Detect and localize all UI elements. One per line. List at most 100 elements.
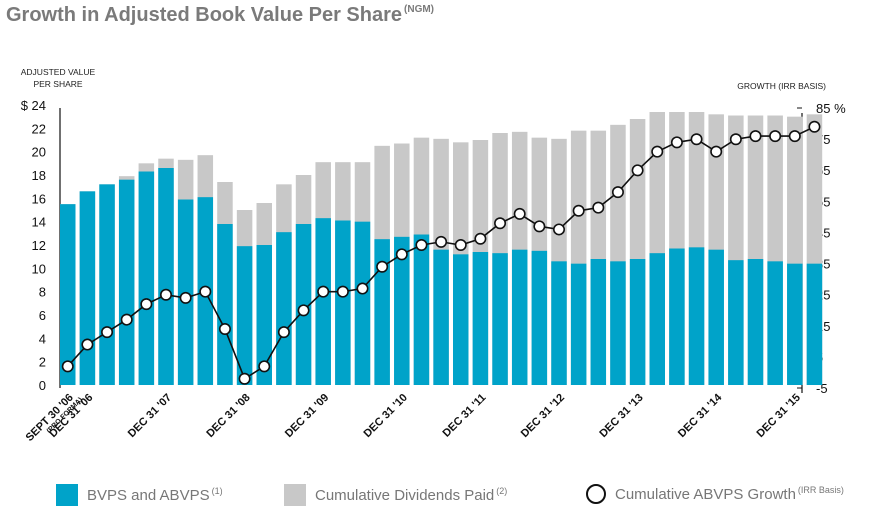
legend-label-bvps: BVPS and ABVPS (1)	[87, 486, 223, 504]
x-tick-label: DEC 31 '13	[597, 392, 645, 440]
growth-point	[238, 372, 251, 385]
growth-point	[690, 133, 703, 146]
bvps-bar	[138, 171, 155, 385]
bvps-bar	[610, 261, 626, 385]
x-tick-label: DEC 31 '12	[519, 392, 567, 440]
bvps-bar	[236, 246, 253, 385]
bvps-bar	[60, 204, 76, 385]
legend-label-growth-text: Cumulative ABVPS Growth	[615, 486, 796, 503]
growth-point	[218, 322, 231, 335]
bvps-bar	[511, 249, 528, 385]
growth-point	[552, 223, 565, 236]
x-tick-label: DEC 31 '08	[204, 392, 252, 440]
bvps-bar	[315, 218, 331, 385]
growth-point	[258, 360, 271, 373]
growth-point	[415, 239, 428, 252]
growth-point	[395, 248, 408, 261]
bvps-bar	[688, 247, 705, 385]
growth-point	[670, 136, 683, 149]
growth-point	[435, 235, 448, 248]
left-tick-label: 20	[32, 145, 46, 160]
bvps-bar	[708, 249, 724, 385]
legend-note-growth: (IRR Basis)	[797, 485, 844, 495]
legend-swatch-growth	[586, 484, 606, 504]
bvps-bar	[767, 261, 783, 385]
left-tick-label: 16	[32, 191, 46, 206]
legend-item-growth: Cumulative ABVPS Growth (IRR Basis)	[586, 484, 844, 504]
growth-point	[179, 291, 192, 304]
left-axis-label-line1: ADJUSTED VALUE	[21, 67, 96, 77]
growth-point	[729, 133, 742, 146]
left-tick-label: 22	[32, 121, 46, 136]
bvps-bar	[590, 259, 607, 385]
bvps-bar	[728, 260, 744, 385]
bvps-bar	[453, 254, 469, 385]
growth-point	[572, 204, 585, 217]
growth-point	[808, 120, 821, 133]
right-tick-label: 85 %	[816, 101, 846, 116]
left-tick-label: 0	[39, 378, 46, 393]
growth-point	[81, 338, 94, 351]
bvps-bar	[472, 252, 489, 385]
bvps-bar	[787, 263, 803, 385]
growth-point	[788, 130, 801, 143]
legend-label-growth: Cumulative ABVPS Growth (IRR Basis)	[615, 485, 844, 503]
bvps-bar	[335, 220, 351, 385]
chart-title-text: Growth in Adjusted Book Value Per Share	[6, 4, 403, 26]
growth-point	[533, 220, 546, 233]
growth-point	[769, 130, 782, 143]
growth-point	[101, 326, 114, 339]
bvps-bar	[99, 184, 115, 385]
bvps-bar	[276, 232, 292, 385]
growth-point	[651, 145, 664, 158]
growth-point	[749, 130, 762, 143]
bvps-bar	[217, 224, 233, 385]
left-tick-label: 6	[39, 308, 46, 323]
legend-label-dividends-text: Cumulative Dividends Paid	[315, 487, 495, 504]
bvps-bar	[394, 236, 410, 385]
legend-label-bvps-text: BVPS and ABVPS	[87, 487, 210, 504]
growth-point	[160, 288, 173, 301]
growth-point	[336, 285, 349, 298]
bvps-bar	[649, 253, 665, 385]
chart-title: Growth in Adjusted Book Value Per Share(…	[6, 4, 434, 27]
legend-item-dividends: Cumulative Dividends Paid (2)	[284, 484, 507, 506]
legend-note-dividends: (2)	[496, 486, 508, 496]
bvps-bar	[492, 253, 508, 385]
bvps-bar	[570, 263, 587, 385]
legend: BVPS and ABVPS (1) Cumulative Dividends P…	[0, 484, 887, 514]
growth-point	[376, 260, 389, 273]
left-tick-label: 12	[32, 238, 46, 253]
x-tick-label: DEC 31 '15	[755, 392, 803, 440]
right-tick-label: -5	[816, 381, 828, 396]
growth-point	[454, 239, 467, 252]
bvps-bar	[747, 259, 764, 385]
bvps-bar	[118, 179, 135, 385]
left-tick-label: $ 24	[21, 98, 46, 113]
left-tick-label: 4	[39, 331, 46, 346]
bvps-bar	[669, 248, 685, 385]
growth-point	[120, 313, 133, 326]
chart-title-note: (NGM)	[404, 4, 435, 15]
left-tick-label: 2	[39, 355, 46, 370]
legend-item-bvps: BVPS and ABVPS (1)	[56, 484, 223, 506]
x-tick-label: DEC 31 '07	[126, 392, 174, 440]
x-axis: SEPT 30 '06(PRO FORMA)DEC 31 '06 DEC 31 '…	[24, 391, 803, 444]
bvps-bar	[158, 168, 174, 385]
growth-point	[61, 360, 74, 373]
x-tick-label: DEC 31 '11	[441, 392, 489, 440]
bvps-bar	[374, 239, 390, 385]
left-tick-label: 18	[32, 168, 46, 183]
bvps-bar	[629, 259, 646, 385]
x-tick-label: DEC 31 '14	[676, 391, 725, 440]
legend-swatch-bvps	[56, 484, 78, 506]
bvps-bar	[433, 249, 449, 385]
growth-point	[199, 285, 212, 298]
bvps-bar	[354, 221, 371, 385]
growth-point	[494, 217, 507, 230]
bvps-bar	[256, 245, 272, 385]
x-tick-label: DEC 31 '09	[283, 392, 331, 440]
